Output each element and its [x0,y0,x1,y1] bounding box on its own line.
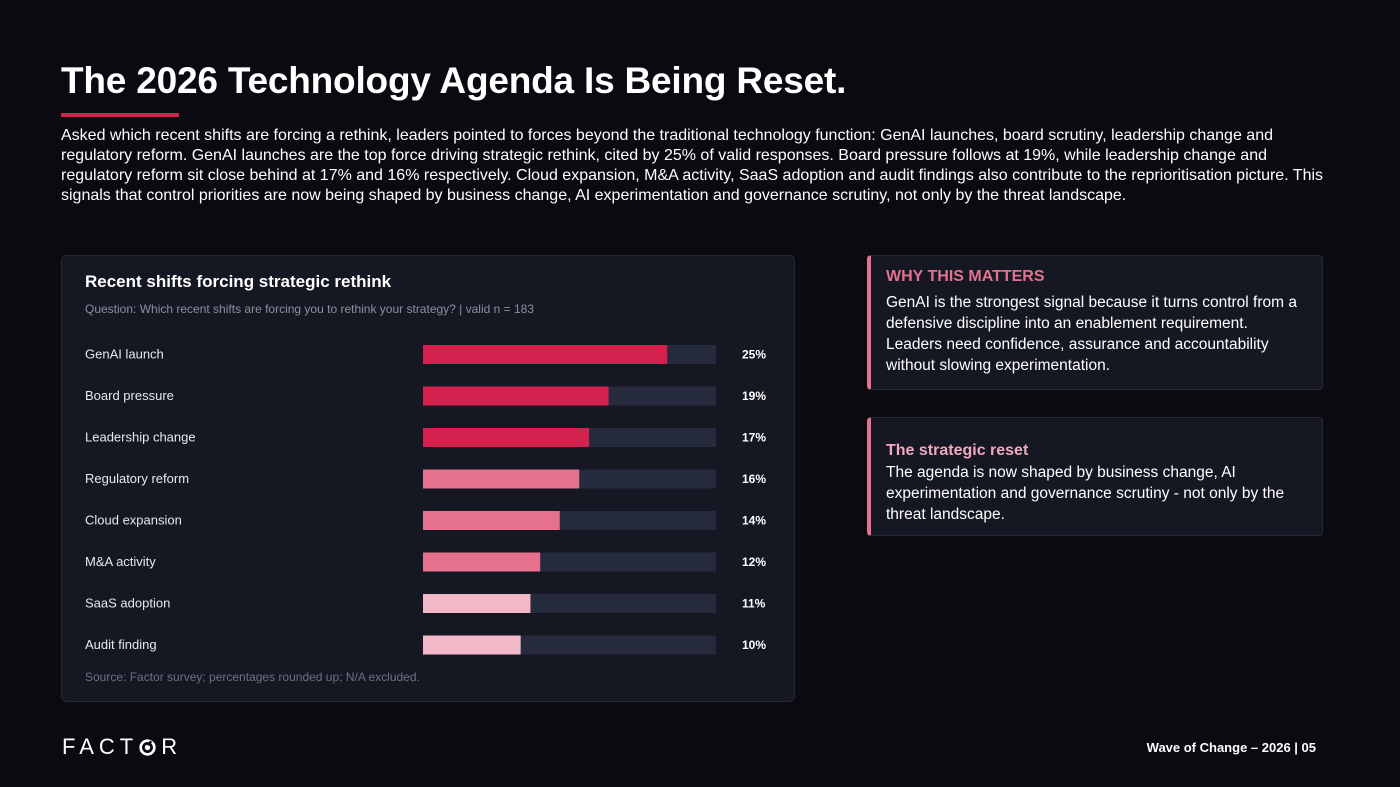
bar [423,635,521,655]
category-label: Regulatory reform [85,471,189,486]
title-underline [61,113,179,117]
callout-body: GenAI is the strongest signal because it… [886,294,1297,374]
logo-text-right: R [161,734,183,759]
value-label: 25% [742,348,766,362]
bar [423,345,668,364]
bar [423,594,531,613]
value-label: 12% [742,555,766,569]
strategic-reset-callout: The strategic reset The agenda is now sh… [867,417,1323,536]
chart-subtitle: Question: Which recent shifts are forcin… [85,302,535,316]
value-label: 19% [742,389,766,403]
bar [423,469,580,489]
page-title: The 2026 Technology Agenda Is Being Rese… [61,60,847,101]
bar [423,552,541,572]
logo-text-left: FACT [62,734,139,759]
intro-paragraph: Asked which recent shifts are forcing a … [61,127,1324,204]
value-label: 17% [742,431,766,445]
category-label: Board pressure [85,388,174,403]
value-label: 10% [742,638,766,652]
value-label: 16% [742,472,766,486]
bar [423,386,609,406]
chart-title: Recent shifts forcing strategic rethink [85,272,392,291]
callout-body: The agenda is now shaped by business cha… [886,464,1285,523]
bar [423,511,560,530]
category-label: SaaS adoption [85,596,170,611]
value-label: 11% [742,597,766,611]
category-label: Audit finding [85,637,157,652]
category-label: Leadership change [85,430,196,445]
callout-heading: The strategic reset [886,442,1029,459]
why-this-matters-callout: WHY THIS MATTERS GenAI is the strongest … [867,255,1323,390]
category-label: GenAI launch [85,347,164,362]
factor-logo: FACT R [62,734,182,760]
category-label: M&A activity [85,554,156,569]
callout-heading: WHY THIS MATTERS [886,268,1045,285]
page-footer-label: Wave of Change – 2026 | 05 [1146,740,1316,755]
bar-chart: GenAI launch 25% Board pressure 19% Leadersh… [85,345,766,655]
chart-source-note: Source: Factor survey; percentages round… [85,670,420,684]
target-o-icon [139,738,156,756]
chart-panel: Recent shifts forcing strategic rethink … [61,255,795,702]
bar [423,428,590,447]
value-label: 14% [742,514,766,528]
category-label: Cloud expansion [85,513,182,528]
